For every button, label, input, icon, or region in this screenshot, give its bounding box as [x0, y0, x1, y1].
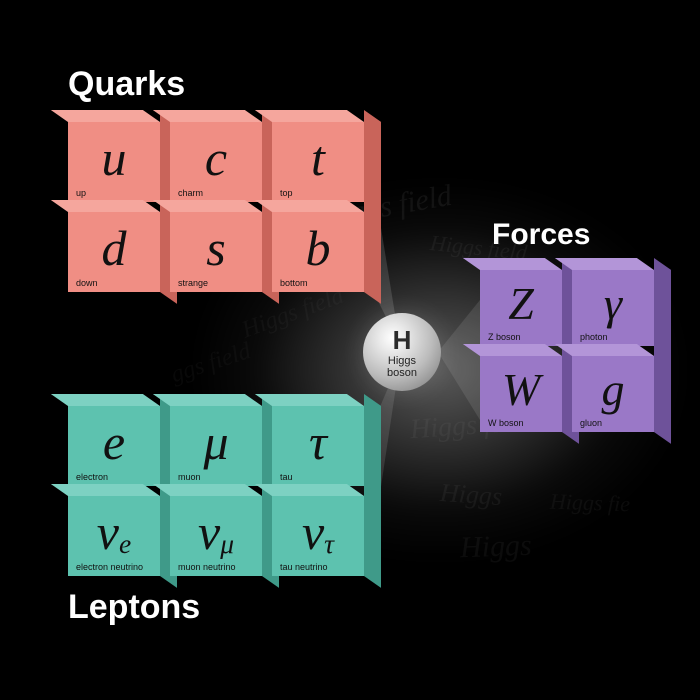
quarks-title: Quarks: [68, 65, 185, 104]
leptons-cell-tau-neutrino: ντtau neutrino: [272, 496, 364, 576]
leptons-title: Leptons: [68, 588, 200, 627]
particle-label: muon: [178, 473, 254, 482]
particle-symbol: t: [280, 126, 356, 189]
higgs-symbol: H: [393, 325, 412, 356]
leptons-cell-tau: τtau: [272, 406, 364, 486]
particle-symbol: νμ: [178, 500, 254, 563]
particle-label: muon neutrino: [178, 563, 254, 572]
particle-label: charm: [178, 189, 254, 198]
forces-cell-W-boson: WW boson: [480, 356, 562, 432]
particle-symbol: W: [488, 360, 554, 419]
forces-title: Forces: [492, 218, 590, 252]
particle-label: tau: [280, 473, 356, 482]
particle-symbol: Z: [488, 274, 554, 333]
particle-symbol: μ: [178, 410, 254, 473]
particle-symbol: e: [76, 410, 152, 473]
forces-cell-Z-boson: ZZ boson: [480, 270, 562, 346]
leptons-cell-muon-neutrino: νμmuon neutrino: [170, 496, 262, 576]
particle-label: tau neutrino: [280, 563, 356, 572]
leptons-cell-muon: μmuon: [170, 406, 262, 486]
leptons-cell-electron-neutrino: νeelectron neutrino: [68, 496, 160, 576]
forces-cell-gluon: ggluon: [572, 356, 654, 432]
higgs-label: Higgsboson: [387, 356, 417, 379]
particle-symbol: s: [178, 216, 254, 279]
higgs-boson-sphere: H Higgsboson: [363, 313, 441, 391]
particle-label: down: [76, 279, 152, 288]
particle-label: bottom: [280, 279, 356, 288]
quarks-cell-down: ddown: [68, 212, 160, 292]
particle-label: photon: [580, 333, 646, 342]
particle-label: gluon: [580, 419, 646, 428]
particle-label: top: [280, 189, 356, 198]
particle-symbol: τ: [280, 410, 356, 473]
quarks-cell-charm: ccharm: [170, 122, 262, 202]
particle-symbol: d: [76, 216, 152, 279]
particle-symbol: c: [178, 126, 254, 189]
quarks-cell-top: ttop: [272, 122, 364, 202]
particle-symbol: ντ: [280, 500, 356, 563]
forces-grid: ZZ bosonγphotonWW bosonggluon: [480, 270, 654, 432]
leptons-grid: eelectronμmuonτtauνeelectron neutrinoνμm…: [68, 406, 364, 576]
particle-symbol: u: [76, 126, 152, 189]
particle-label: W boson: [488, 419, 554, 428]
particle-symbol: g: [580, 360, 646, 419]
quarks-cell-strange: sstrange: [170, 212, 262, 292]
particle-symbol: γ: [580, 274, 646, 333]
particle-symbol: νe: [76, 500, 152, 563]
particle-label: up: [76, 189, 152, 198]
particle-label: strange: [178, 279, 254, 288]
forces-cell-photon: γphoton: [572, 270, 654, 346]
quarks-cell-up: uup: [68, 122, 160, 202]
particle-label: electron: [76, 473, 152, 482]
particle-label: electron neutrino: [76, 563, 152, 572]
quarks-grid: uupccharmttopddownsstrangebbottom: [68, 122, 364, 292]
particle-symbol: b: [280, 216, 356, 279]
quarks-cell-bottom: bbottom: [272, 212, 364, 292]
leptons-cell-electron: eelectron: [68, 406, 160, 486]
particle-label: Z boson: [488, 333, 554, 342]
